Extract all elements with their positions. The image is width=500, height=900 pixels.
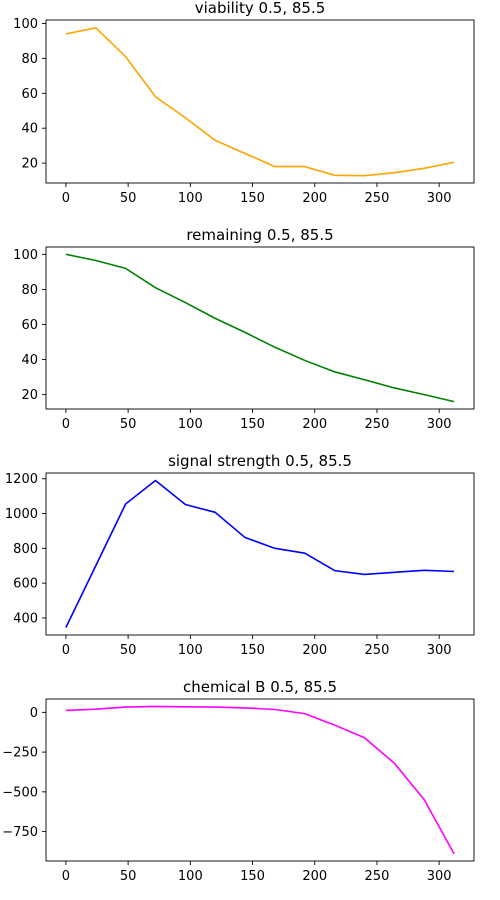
y-tick-label: −250 (2, 746, 38, 761)
y-tick-label: 0 (30, 706, 38, 721)
y-tick-label: 40 (21, 353, 38, 368)
x-tick-label: 250 (365, 191, 390, 206)
y-tick-label: 1200 (5, 472, 38, 487)
y-tick-label: −500 (2, 785, 38, 800)
y-tick-label: 20 (21, 157, 38, 172)
chart-title: remaining 0.5, 85.5 (186, 226, 333, 244)
x-tick-label: 250 (365, 869, 390, 884)
y-tick-label: 800 (13, 542, 38, 557)
x-tick-label: 50 (120, 191, 137, 206)
series-line (65, 27, 455, 177)
x-tick-label: 0 (62, 191, 70, 206)
subplot-3: signal strength 0.5, 85.5 0 50 100 150 200 250… (5, 452, 475, 658)
x-tick-label: 150 (240, 643, 265, 658)
x-tick-label: 100 (178, 643, 203, 658)
y-tick-label: 1000 (5, 507, 38, 522)
y-tick-label: 80 (21, 52, 38, 67)
y-tick-label: 400 (13, 611, 38, 626)
x-tick-label: 100 (178, 417, 203, 432)
x-tick-label: 50 (120, 417, 137, 432)
subplot-1: viability 0.5, 85.5 0 50 100 150 200 250 300 20 4… (13, 0, 475, 206)
series-line (65, 253, 455, 403)
y-tick-label: 60 (21, 318, 38, 333)
axes-frame (45, 698, 475, 862)
y-tick-label: 80 (21, 283, 38, 298)
x-tick-label: 250 (365, 643, 390, 658)
x-tick-label: 200 (302, 191, 327, 206)
series-line (65, 705, 455, 855)
x-tick-label: 300 (427, 643, 452, 658)
y-tick-label: 600 (13, 577, 38, 592)
x-tick-label: 100 (178, 191, 203, 206)
x-tick-label: 200 (302, 869, 327, 884)
x-tick-label: 150 (240, 191, 265, 206)
x-tick-label: 150 (240, 869, 265, 884)
x-tick-label: 300 (427, 417, 452, 432)
series-line (65, 479, 455, 628)
y-tick-label: 100 (13, 248, 38, 263)
axes-frame (45, 246, 475, 410)
y-tick-label: 40 (21, 122, 38, 137)
chart-title: signal strength 0.5, 85.5 (168, 452, 352, 470)
y-tick-label: 60 (21, 87, 38, 102)
x-tick-label: 0 (62, 643, 70, 658)
y-tick-label: 100 (13, 17, 38, 32)
axes-frame (45, 472, 475, 636)
x-tick-label: 200 (302, 643, 327, 658)
subplot-4: chemical B 0.5, 85.5 0 50 100 150 200 250 300 −7… (2, 678, 475, 884)
x-tick-label: 100 (178, 869, 203, 884)
y-tick-label: −750 (2, 825, 38, 840)
chart-title: viability 0.5, 85.5 (195, 0, 326, 17)
x-tick-label: 300 (427, 191, 452, 206)
x-tick-label: 200 (302, 417, 327, 432)
x-tick-label: 50 (120, 869, 137, 884)
x-tick-label: 0 (62, 417, 70, 432)
y-tick-label: 20 (21, 388, 38, 403)
chart-title: chemical B 0.5, 85.5 (183, 678, 337, 696)
x-tick-label: 0 (62, 869, 70, 884)
x-tick-label: 50 (120, 643, 137, 658)
subplot-2: remaining 0.5, 85.5 0 50 100 150 200 250 300 20 4… (13, 226, 475, 432)
x-tick-label: 300 (427, 869, 452, 884)
x-tick-label: 150 (240, 417, 265, 432)
x-tick-label: 250 (365, 417, 390, 432)
axes-frame (45, 19, 475, 184)
